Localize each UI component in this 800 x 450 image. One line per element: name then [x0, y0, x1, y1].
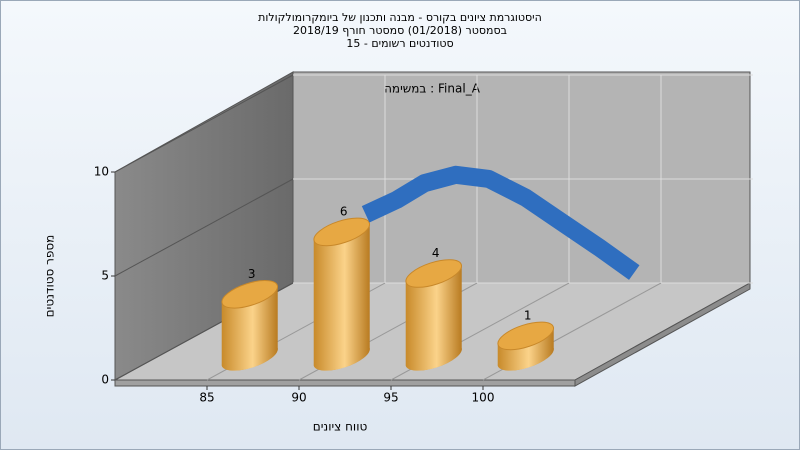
grid-line: [114, 178, 294, 277]
floor-front: [114, 379, 576, 387]
y-tick-label: 10: [94, 165, 109, 179]
x-tick-label: 95: [383, 391, 398, 405]
bar: [405, 264, 462, 371]
x-tick-label: 90: [291, 391, 306, 405]
bar-top: [313, 217, 371, 247]
x-axis-label: טווח ציונים: [313, 420, 368, 434]
bar-top: [405, 259, 463, 288]
x-tick-label: 85: [199, 391, 214, 405]
value-label: 6: [340, 204, 348, 218]
bar-top: [497, 321, 555, 351]
grid-line: [114, 74, 294, 173]
y-tick-label: 0: [101, 373, 109, 387]
bar: [313, 222, 370, 371]
value-label: 1: [524, 308, 532, 322]
value-label: 4: [432, 246, 440, 260]
y-tick-label: 5: [101, 269, 109, 283]
y-axis-label: מספר סטודנטים: [43, 235, 57, 318]
chart-title: בסמסטר (01/2018) סמסטר חורף 2018/19: [293, 24, 507, 37]
chart-title: היסטוגרמת ציונים בקורס - מבנה ותכנון של …: [258, 11, 542, 24]
x-tick-label: 100: [472, 391, 495, 405]
bar-top: [221, 280, 279, 309]
chart-title: סטודנטים רשומים - 15: [346, 37, 453, 50]
value-label: 3: [248, 267, 256, 281]
curve: [361, 165, 640, 280]
annotation: במשימה : Final_A: [384, 82, 481, 96]
